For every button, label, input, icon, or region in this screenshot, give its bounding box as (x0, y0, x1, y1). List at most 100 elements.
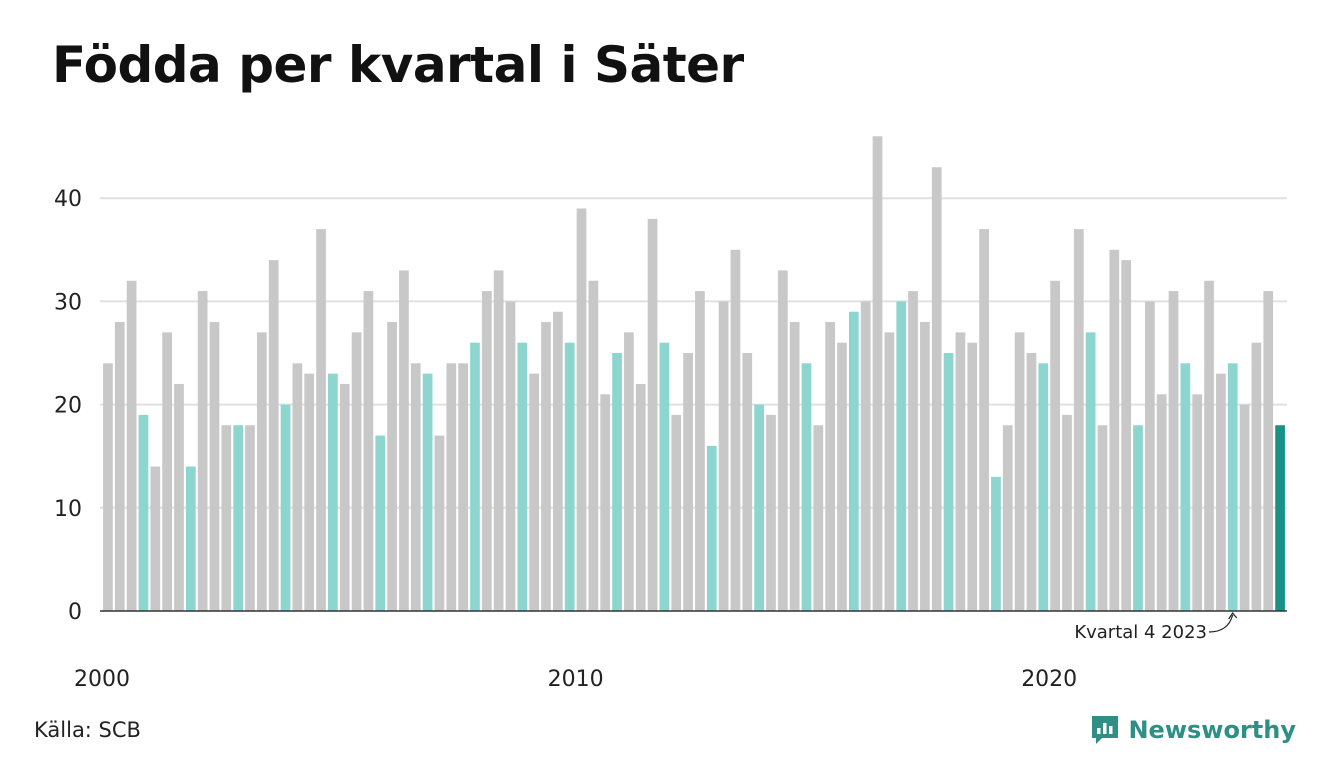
bar (529, 373, 540, 611)
bar (197, 291, 208, 611)
bar (612, 353, 622, 611)
bar (233, 425, 244, 611)
bar (789, 322, 800, 611)
bars (103, 136, 1285, 612)
bar (896, 301, 907, 611)
bar (718, 301, 729, 611)
brand-name: Newsworthy (1128, 716, 1296, 744)
bar (1050, 280, 1060, 611)
source-note: Källa: SCB (34, 718, 141, 742)
x-tick-label: 2010 (548, 667, 604, 692)
bar (185, 466, 196, 611)
bar (1275, 425, 1285, 611)
bar (671, 414, 682, 611)
bar (292, 363, 303, 611)
bar (541, 322, 551, 611)
bar (1002, 425, 1013, 611)
bar (209, 322, 220, 611)
bar (256, 332, 267, 611)
y-tick-labels: 0 10 20 30 40 (54, 187, 82, 625)
bar (564, 342, 575, 611)
bar (1038, 363, 1049, 611)
y-tick-label: 30 (54, 290, 82, 315)
bar (162, 332, 172, 611)
x-tick-label: 2000 (74, 667, 130, 692)
bar (588, 280, 599, 611)
y-tick-label: 40 (54, 187, 82, 212)
bar (304, 373, 315, 611)
bar (1180, 363, 1191, 611)
bar (363, 291, 374, 611)
bar (813, 425, 824, 611)
bar (1168, 291, 1179, 611)
bar (683, 353, 693, 611)
bar (552, 311, 563, 611)
bar (825, 322, 836, 611)
bar (1192, 394, 1203, 611)
bar (505, 301, 516, 611)
bar (1156, 394, 1167, 611)
bar (339, 383, 350, 611)
bar (1216, 373, 1226, 611)
bar (422, 373, 433, 611)
bar (600, 394, 611, 611)
newsworthy-logo-icon (1092, 716, 1119, 744)
bar (766, 414, 776, 611)
bar (1085, 332, 1096, 611)
bar (1014, 332, 1025, 611)
annotation-label: Kvartal 4 2023 (1074, 622, 1207, 643)
bar (174, 383, 184, 611)
bar (470, 342, 480, 611)
bar (280, 404, 291, 611)
chart-title: Födda per kvartal i Säter (52, 36, 744, 94)
y-tick-label: 0 (68, 600, 82, 625)
bar (114, 322, 125, 611)
bar (706, 445, 717, 611)
bar (221, 425, 232, 611)
bar (517, 342, 528, 611)
bar (387, 322, 397, 611)
bar (754, 404, 764, 611)
bar (730, 249, 741, 612)
x-tick-label: 2020 (1021, 667, 1077, 692)
bar (659, 342, 670, 611)
y-tick-label: 20 (54, 394, 82, 419)
bar (931, 167, 942, 612)
bar (1121, 260, 1132, 611)
bar (150, 466, 161, 611)
bar (268, 260, 279, 611)
x-tick-labels: 2000 2010 2020 (74, 667, 1077, 692)
bar (245, 425, 255, 611)
bar (920, 322, 930, 611)
bar (908, 291, 918, 611)
bar (328, 373, 338, 611)
annotation-arrow (1208, 614, 1234, 633)
bar (777, 270, 788, 611)
bar (837, 342, 847, 611)
bar (860, 301, 871, 611)
bar (1263, 291, 1274, 611)
bar (1109, 249, 1120, 612)
bar (647, 218, 658, 611)
bar (1026, 353, 1037, 611)
bar (1133, 425, 1143, 611)
bar (434, 435, 445, 611)
bar (481, 291, 492, 611)
bar (1239, 404, 1250, 611)
bar (1062, 414, 1072, 611)
bar (1097, 425, 1108, 611)
bar (695, 291, 705, 611)
bar (848, 311, 859, 611)
bar (1204, 280, 1214, 611)
bar (576, 208, 587, 611)
bar (1144, 301, 1155, 611)
bar (635, 383, 646, 611)
bar (351, 332, 362, 611)
bar (399, 270, 409, 611)
y-tick-label: 10 (54, 497, 82, 522)
bar (316, 229, 326, 611)
bar (1227, 363, 1238, 611)
bar (375, 435, 386, 611)
brand-logo: Newsworthy (1090, 714, 1296, 746)
